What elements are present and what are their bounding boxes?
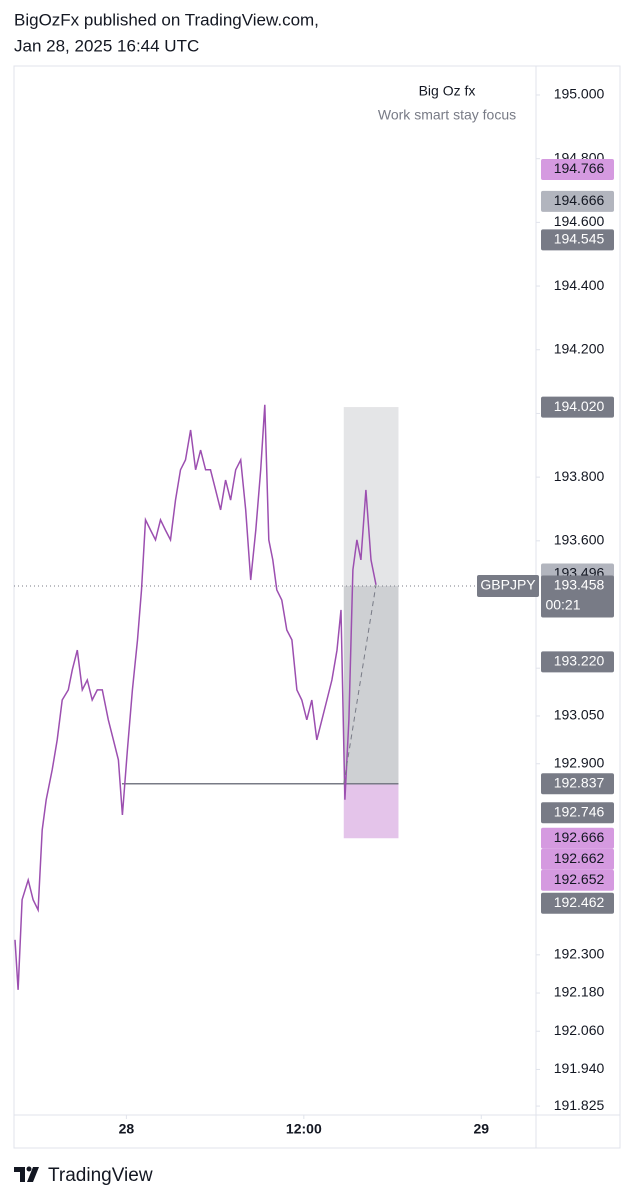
price-tag-label: 192.652 [554, 871, 605, 887]
price-tag-label: 192.666 [554, 829, 605, 845]
price-tag [541, 848, 614, 870]
x-tick-label: 28 [119, 1121, 135, 1137]
y-tick-label: 195.000 [554, 86, 605, 102]
price-tag-label: 192.746 [554, 803, 605, 819]
price-tag [541, 802, 614, 824]
price-tag [541, 869, 614, 891]
price-tag-label: 194.666 [554, 192, 605, 208]
y-tick-label: 194.200 [554, 340, 605, 356]
current-price-tag [541, 575, 614, 618]
y-tick-label: 193.600 [554, 532, 605, 548]
y-tick-label: 192.060 [554, 1022, 605, 1038]
current-price-label: 193.458 [554, 577, 605, 593]
y-tick-label: 194.600 [554, 213, 605, 229]
price-line [14, 404, 377, 990]
price-tag-label: 193.220 [554, 653, 605, 669]
y-tick-label: 193.050 [554, 707, 605, 723]
open-pnl-zone [343, 586, 399, 784]
price-tag-label: 194.766 [554, 160, 605, 176]
x-tick-label: 29 [473, 1121, 489, 1137]
price-tag-label: 194.545 [554, 231, 605, 247]
price-tag [541, 827, 614, 849]
price-tag-label: 192.662 [554, 850, 605, 866]
chart-subtitle: Work smart stay focus [378, 107, 516, 123]
y-tick-label: 192.900 [554, 754, 605, 770]
brand: TradingView [48, 1165, 153, 1186]
price-tag [541, 158, 614, 180]
price-tag [541, 892, 614, 914]
symbol-tag [477, 575, 539, 598]
price-tag-label: 194.020 [554, 398, 605, 414]
countdown: 00:21 [545, 597, 580, 613]
price-tag [541, 229, 614, 251]
y-tick-label: 192.300 [554, 946, 605, 962]
y-tick-label: 193.800 [554, 468, 605, 484]
price-tag [541, 773, 614, 795]
x-tick-label: 12:00 [286, 1121, 322, 1137]
projection-line [343, 584, 377, 784]
y-tick-label: 191.940 [554, 1060, 605, 1076]
symbol-label: GBPJPY [480, 577, 536, 593]
y-tick-label: 192.180 [554, 984, 605, 1000]
stop-zone [343, 783, 399, 839]
y-tick-label: 191.825 [554, 1097, 605, 1113]
y-tick-label: 194.400 [554, 277, 605, 293]
chart-title: Big Oz fx [419, 83, 476, 99]
header-line: Jan 28, 2025 16:44 UTC [14, 36, 199, 55]
price-tag [541, 190, 614, 212]
price-tag [541, 651, 614, 673]
logo [14, 1166, 39, 1182]
price-tag [541, 396, 614, 418]
header-line: BigOzFx published on TradingView.com, [14, 10, 319, 29]
chart-frame [13, 65, 621, 1149]
price-tag-label: 192.462 [554, 894, 605, 910]
price-tag-label: 192.837 [554, 775, 605, 791]
